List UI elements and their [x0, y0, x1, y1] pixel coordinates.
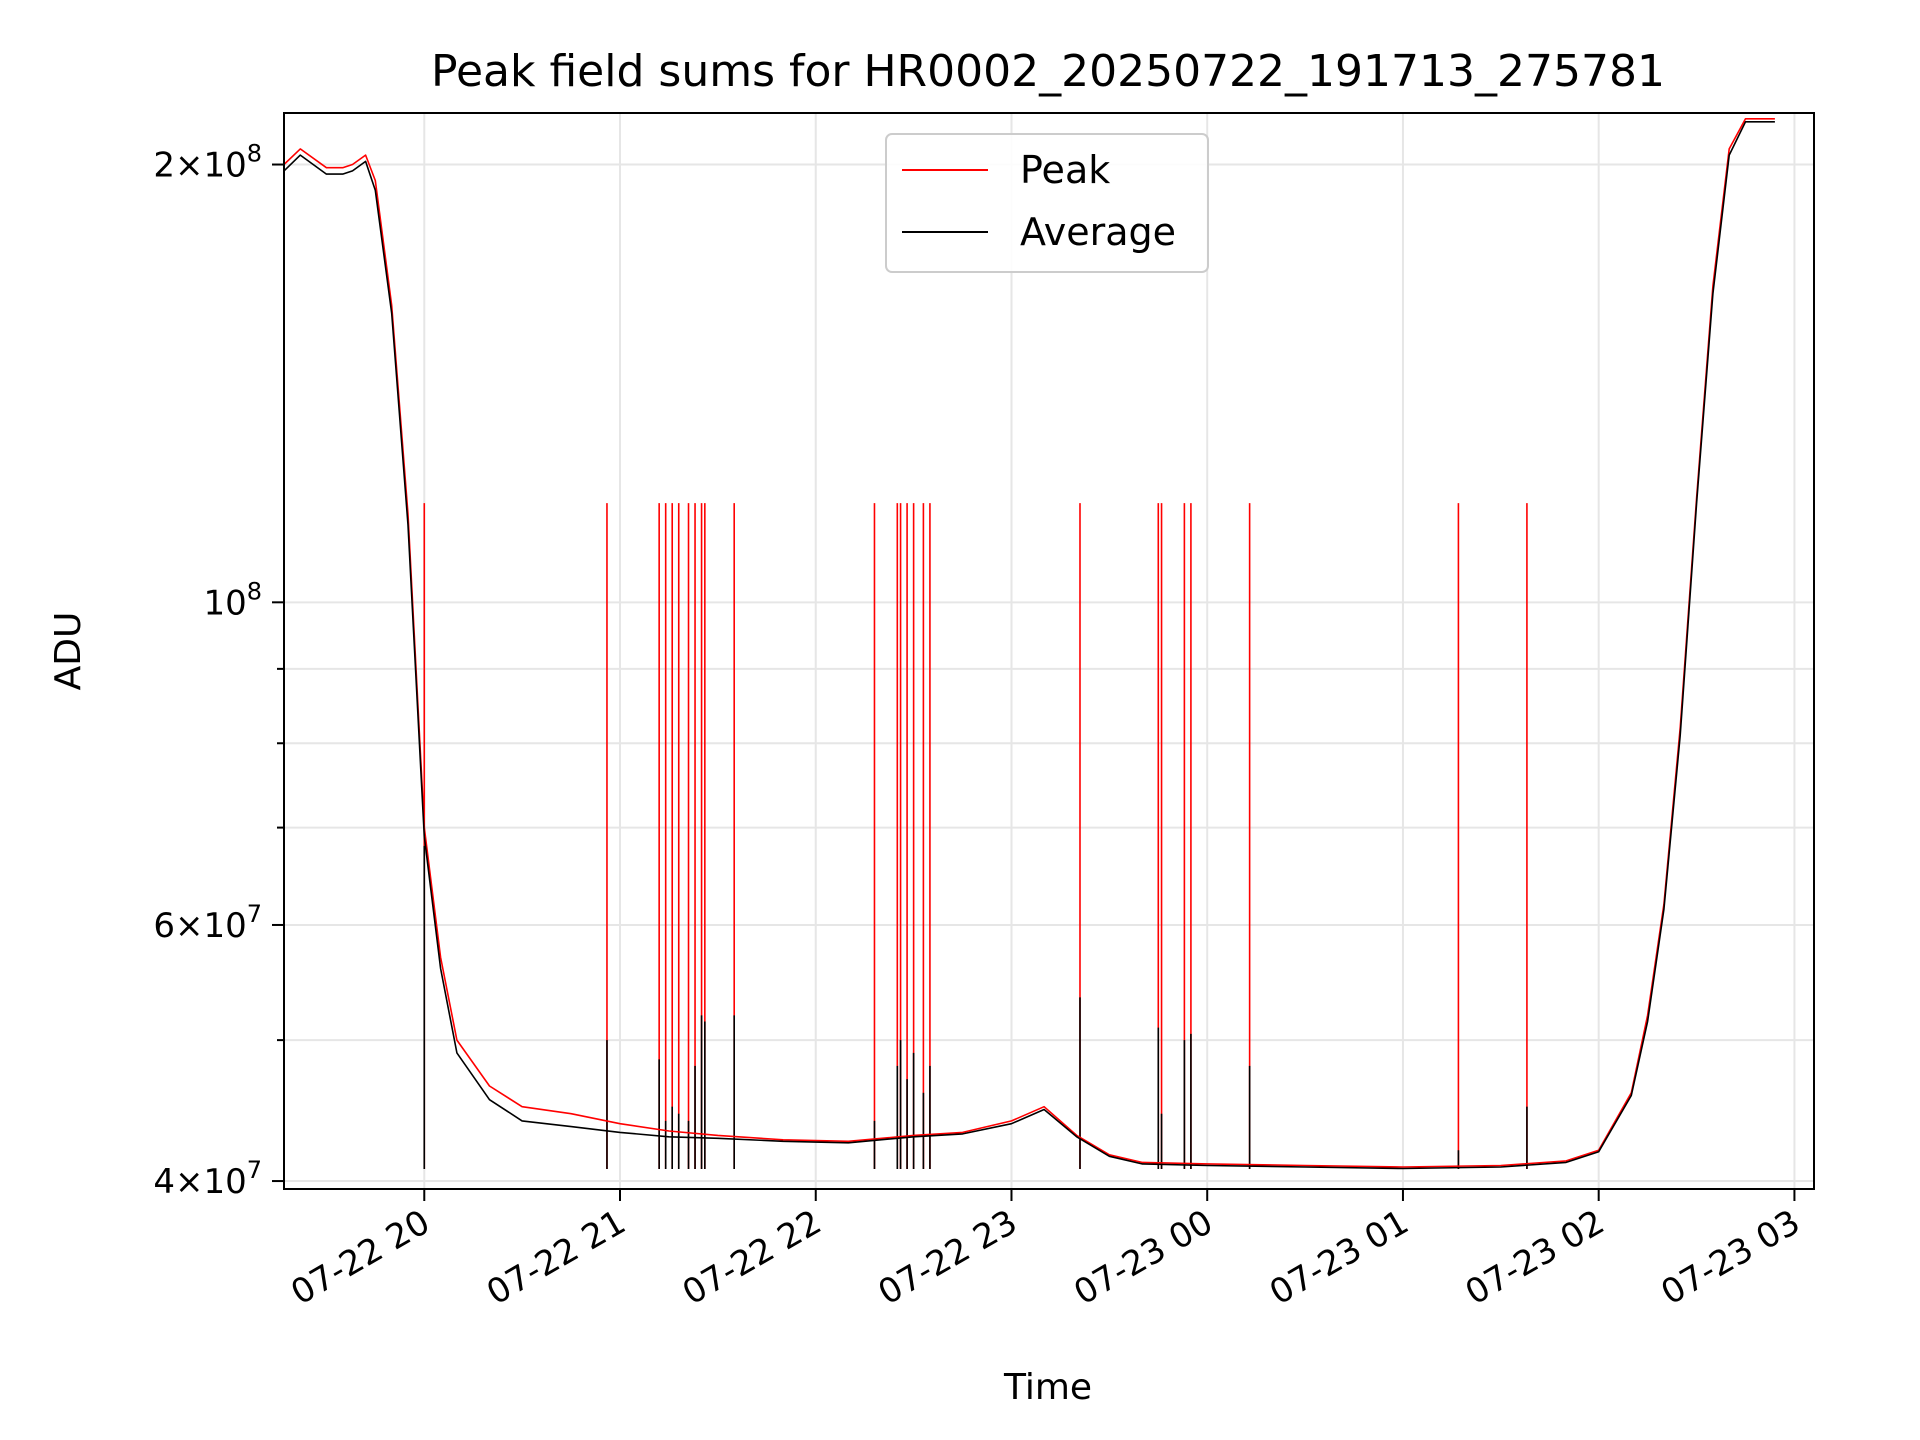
legend: Peak Average: [885, 133, 1209, 273]
grid-lines: [284, 113, 1814, 1189]
y-tick-label: 2×108: [153, 140, 262, 186]
y-tick-label: 4×107: [153, 1156, 262, 1202]
y-axis-label: ADU: [48, 612, 89, 691]
series-line-average: [283, 121, 1775, 1170]
chart-title: Peak field sums for HR0002_20250722_1917…: [431, 46, 1665, 97]
y-tick-label: 108: [203, 577, 262, 623]
legend-box: [885, 133, 1209, 273]
y-tick-mantissa: 2: [153, 146, 175, 186]
spike-lines: [423, 503, 1528, 1169]
legend-label-peak: Peak: [1020, 148, 1110, 192]
series-lines: [283, 118, 1775, 1170]
y-tick-exponent: 7: [247, 900, 262, 928]
y-tick-exponent: 7: [247, 1156, 262, 1184]
y-tick-exponent: 8: [247, 577, 262, 605]
y-tick-base: ×10: [175, 906, 247, 946]
y-tick-mantissa: 6: [153, 906, 175, 946]
y-tick-base: ×10: [175, 1162, 247, 1202]
y-tick-label: 6×107: [153, 900, 262, 946]
y-tick-base: ×10: [175, 146, 247, 186]
legend-label-average: Average: [1020, 210, 1176, 254]
x-axis-label: Time: [1003, 1367, 1092, 1408]
plot-frame: [283, 112, 1815, 1190]
y-tick-exponent: 8: [247, 140, 262, 168]
y-tick-mantissa: 4: [153, 1162, 175, 1202]
y-tick-base: 10: [203, 583, 246, 623]
